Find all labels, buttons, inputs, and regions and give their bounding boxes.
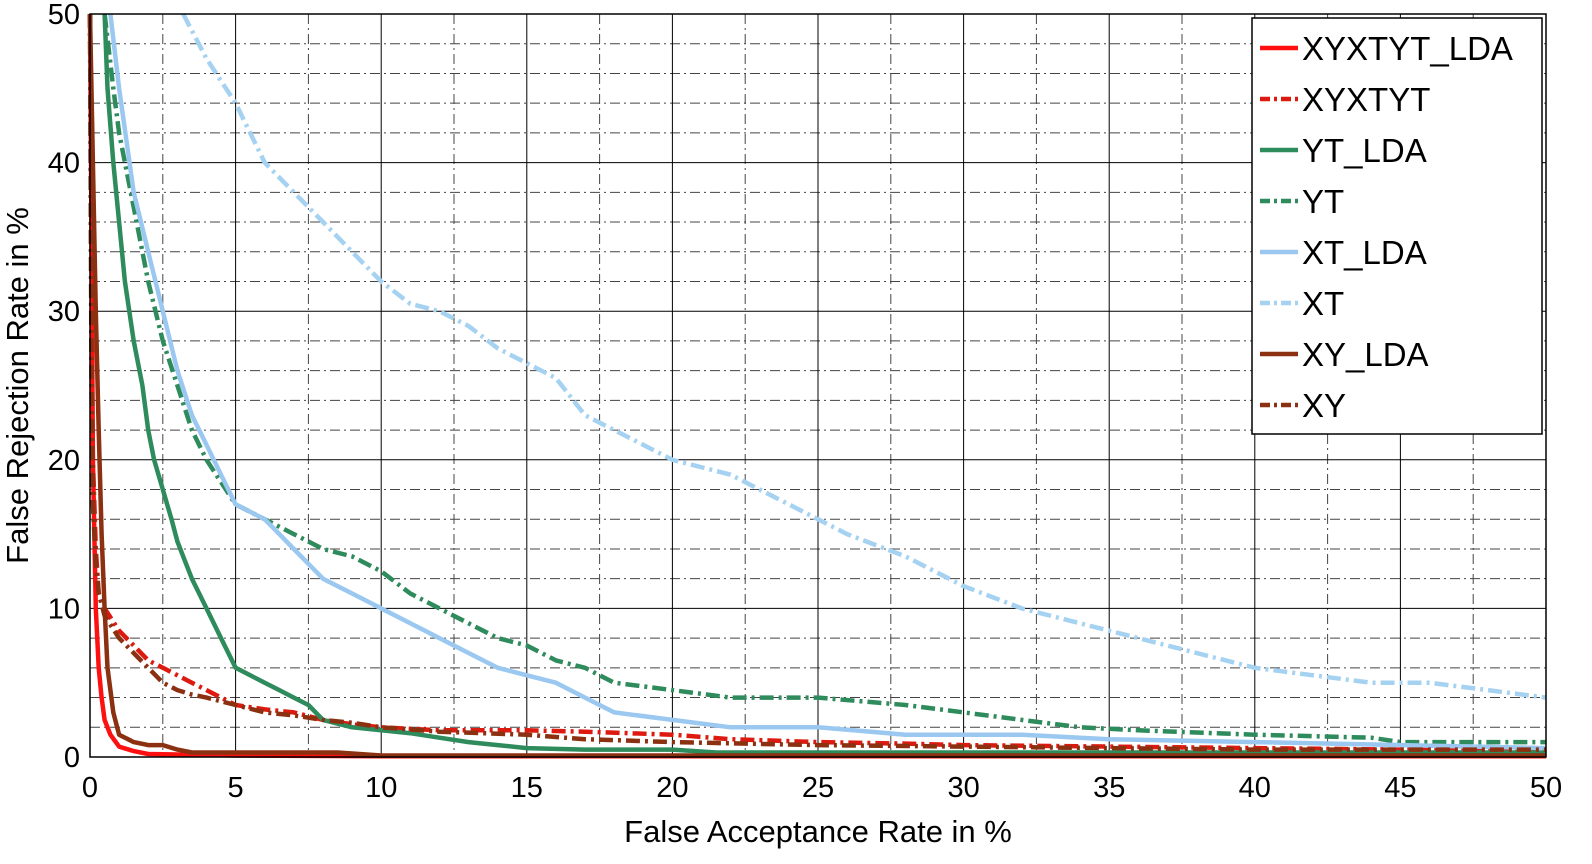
y-tick-label-3: 30	[48, 296, 80, 328]
series-line-yt	[102, 13, 1546, 745]
x-tick-label-0: 0	[82, 772, 98, 804]
y-tick-label-0: 0	[64, 742, 80, 774]
series-line-yt-lda	[102, 13, 1546, 755]
x-axis-label: False Acceptance Rate in %	[624, 814, 1012, 849]
x-tick-label-3: 15	[511, 772, 543, 804]
series-line-xy	[87, 13, 1546, 752]
legend: XYXTYT_LDA XYXTYT YT_LDA YT XT_LDA XT XY_LDA XY	[1251, 17, 1543, 435]
series-layer	[87, 12, 1547, 759]
series-line-xt	[181, 12, 1547, 700]
legend-label-xy: XY	[1302, 387, 1346, 424]
x-tick-label-1: 5	[228, 772, 244, 804]
series-line-xy-lda	[87, 13, 1546, 758]
x-tick-label-2: 10	[365, 772, 397, 804]
x-tick-label-8: 40	[1239, 772, 1271, 804]
x-tick-label-5: 25	[802, 772, 834, 804]
legend-label-xt: XT	[1302, 285, 1344, 322]
x-tick-label-4: 20	[656, 772, 688, 804]
legend-label-xt-lda: XT_LDA	[1302, 234, 1427, 271]
grid	[89, 13, 1547, 758]
series-line-xt-lda	[108, 13, 1547, 751]
legend-label-xy-lda: XY_LDA	[1302, 336, 1429, 373]
legend-label-xyxtyt-lda: XYXTYT_LDA	[1302, 30, 1513, 67]
plot-frame	[89, 13, 1547, 758]
y-tick-label-1: 10	[48, 593, 80, 625]
x-tick-label-7: 35	[1093, 772, 1125, 804]
legend-label-yt-lda: YT_LDA	[1302, 132, 1427, 169]
x-tick-label-10: 50	[1530, 772, 1562, 804]
legend-box	[1251, 17, 1543, 435]
x-tick-label-9: 45	[1384, 772, 1416, 804]
legend-label-xyxtyt: XYXTYT	[1302, 81, 1430, 118]
y-tick-label-5: 50	[48, 0, 80, 31]
y-tick-label-2: 20	[48, 445, 80, 477]
y-tick-label-4: 40	[48, 148, 80, 180]
axis-ticks: 0 5 10 15 20 25 30 35 40 45 50 0 10 20 30 40 50	[48, 0, 1562, 804]
legend-label-yt: YT	[1302, 183, 1344, 220]
x-tick-label-6: 30	[947, 772, 979, 804]
y-axis-label: False Rejection Rate in %	[0, 207, 35, 564]
